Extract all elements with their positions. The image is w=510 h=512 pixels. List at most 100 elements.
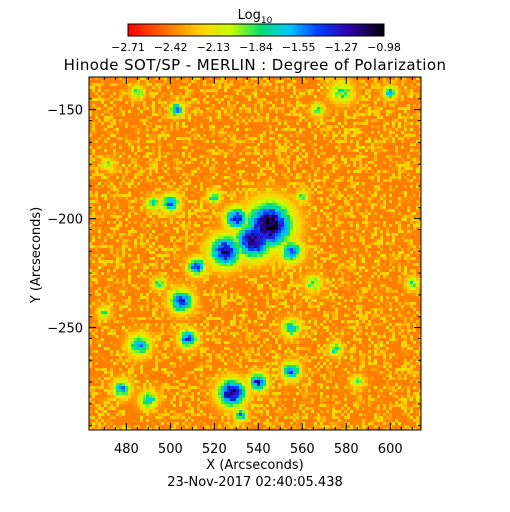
heatmap-cell: [383, 158, 386, 161]
heatmap-cell: [398, 134, 401, 137]
heatmap-cell: [407, 134, 410, 137]
heatmap-cell: [212, 176, 215, 179]
heatmap-cell: [419, 200, 421, 203]
heatmap-cell: [92, 176, 95, 179]
heatmap-cell: [239, 149, 242, 152]
heatmap-cell: [269, 122, 272, 125]
heatmap-cell: [212, 128, 215, 131]
heatmap-cell: [347, 128, 350, 131]
heatmap-cell: [341, 107, 344, 110]
heatmap-cell: [248, 152, 251, 155]
heatmap-cell: [125, 191, 128, 194]
heatmap-cell: [323, 107, 326, 110]
heatmap-cell: [317, 173, 320, 176]
heatmap-cell: [284, 128, 287, 131]
heatmap-cell: [95, 95, 98, 98]
heatmap-cell: [113, 182, 116, 185]
heatmap-cell: [287, 107, 290, 110]
heatmap-cell: [365, 110, 368, 113]
heatmap-cell: [125, 206, 128, 209]
heatmap-cell: [407, 131, 410, 134]
heatmap-cell: [251, 80, 254, 83]
heatmap-cell: [410, 131, 413, 134]
heatmap-cell: [260, 197, 263, 200]
heatmap-cell: [218, 125, 221, 128]
heatmap-cell: [362, 134, 365, 137]
heatmap-cell: [89, 128, 92, 131]
heatmap-cell: [302, 143, 305, 146]
heatmap-cell: [323, 119, 326, 122]
heatmap-cell: [233, 191, 236, 194]
heatmap-cell: [182, 158, 185, 161]
heatmap-cell: [356, 191, 359, 194]
heatmap-cell: [254, 95, 257, 98]
heatmap-cell: [197, 83, 200, 86]
heatmap-cell: [341, 158, 344, 161]
heatmap-cell: [383, 80, 386, 83]
heatmap-cell: [230, 128, 233, 131]
heatmap-cell: [161, 173, 164, 176]
heatmap-cell: [221, 104, 224, 107]
heatmap-cell: [194, 173, 197, 176]
heatmap-cell: [140, 80, 143, 83]
heatmap-cell: [197, 92, 200, 95]
heatmap-cell: [92, 83, 95, 86]
heatmap-cell: [290, 80, 293, 83]
heatmap-cell: [137, 137, 140, 140]
heatmap-cell: [113, 194, 116, 197]
heatmap-cell: [353, 110, 356, 113]
heatmap-cell: [116, 86, 119, 89]
heatmap-cell: [173, 104, 176, 107]
heatmap-cell: [209, 161, 212, 164]
heatmap-cell: [101, 113, 104, 116]
heatmap-cell: [389, 95, 392, 98]
heatmap-cell: [125, 179, 128, 182]
heatmap-cell: [299, 209, 302, 212]
heatmap-cell: [299, 131, 302, 134]
heatmap-cell: [311, 155, 314, 158]
heatmap-cell: [194, 101, 197, 104]
heatmap-cell: [203, 134, 206, 137]
heatmap-cell: [161, 131, 164, 134]
heatmap-cell: [149, 77, 152, 80]
heatmap-cell: [347, 119, 350, 122]
heatmap-cell: [122, 86, 125, 89]
heatmap-cell: [179, 86, 182, 89]
heatmap-cell: [398, 83, 401, 86]
heatmap-cell: [302, 182, 305, 185]
heatmap-cell: [161, 137, 164, 140]
heatmap-cell: [215, 107, 218, 110]
heatmap-cell: [251, 152, 254, 155]
heatmap-cell: [152, 95, 155, 98]
heatmap-cell: [146, 173, 149, 176]
heatmap-cell: [347, 131, 350, 134]
heatmap-cell: [323, 131, 326, 134]
heatmap-cell: [308, 101, 311, 104]
heatmap-cell: [377, 77, 380, 80]
heatmap-cell: [410, 143, 413, 146]
heatmap-cell: [200, 176, 203, 179]
heatmap-cell: [104, 206, 107, 209]
heatmap-cell: [131, 167, 134, 170]
heatmap-cell: [191, 131, 194, 134]
heatmap-cell: [95, 161, 98, 164]
heatmap-cell: [140, 98, 143, 101]
heatmap-cell: [317, 191, 320, 194]
heatmap-cell: [128, 164, 131, 167]
heatmap-cell: [341, 209, 344, 212]
heatmap-cell: [239, 185, 242, 188]
heatmap-cell: [236, 113, 239, 116]
heatmap-cell: [119, 128, 122, 131]
heatmap-cell: [314, 134, 317, 137]
heatmap-cell: [236, 200, 239, 203]
heatmap-cell: [95, 197, 98, 200]
heatmap-cell: [176, 143, 179, 146]
heatmap-cell: [263, 188, 266, 191]
heatmap-cell: [248, 95, 251, 98]
heatmap-cell: [296, 131, 299, 134]
heatmap-cell: [92, 191, 95, 194]
heatmap-cell: [242, 185, 245, 188]
heatmap-cell: [104, 134, 107, 137]
heatmap-cell: [365, 125, 368, 128]
heatmap-cell: [302, 149, 305, 152]
